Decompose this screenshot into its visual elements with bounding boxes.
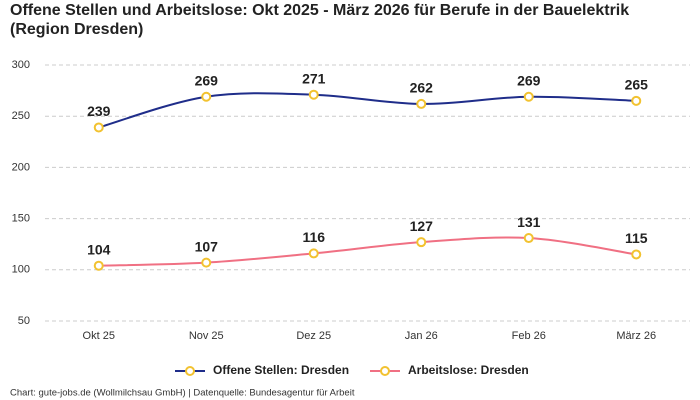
marker xyxy=(523,233,534,244)
value-label: 262 xyxy=(410,80,434,96)
marker xyxy=(201,257,212,268)
x-tick-label: März 26 xyxy=(616,330,656,342)
value-label: 265 xyxy=(625,77,649,93)
y-tick-label: 150 xyxy=(12,213,30,225)
marker xyxy=(308,248,319,259)
marker xyxy=(308,89,319,100)
y-tick-label: 50 xyxy=(18,315,30,327)
x-tick-label: Jan 26 xyxy=(405,330,438,342)
value-label: 116 xyxy=(302,229,325,245)
marker xyxy=(93,260,104,271)
source: Chart: gute-jobs.de (Wollmilchsau GmbH) … xyxy=(10,388,355,399)
x-tick-label: Okt 25 xyxy=(83,330,115,342)
x-tick-label: Nov 25 xyxy=(189,330,224,342)
chart-title: (Region Dresden) xyxy=(10,21,143,38)
marker xyxy=(416,237,427,248)
y-tick-label: 300 xyxy=(12,59,30,71)
chart-title: Offene Stellen und Arbeitslose: Okt 2025… xyxy=(10,2,629,19)
marker xyxy=(93,122,104,133)
marker xyxy=(523,91,534,102)
legend-label: Arbeitslose: Dresden xyxy=(408,363,529,377)
legend-marker xyxy=(185,366,195,376)
value-label: 239 xyxy=(87,103,111,119)
series-line xyxy=(98,92,637,129)
value-label: 115 xyxy=(625,230,648,246)
y-tick-label: 200 xyxy=(12,161,30,173)
marker xyxy=(201,91,212,102)
value-label: 107 xyxy=(195,238,219,254)
marker xyxy=(631,95,642,106)
marker xyxy=(631,249,642,260)
value-label: 131 xyxy=(517,214,541,230)
value-label: 269 xyxy=(195,72,219,88)
legend-marker xyxy=(380,366,390,376)
series-line xyxy=(98,236,637,267)
x-tick-label: Feb 26 xyxy=(512,330,546,342)
value-label: 269 xyxy=(517,72,541,88)
y-tick-label: 250 xyxy=(12,110,30,122)
legend-label: Offene Stellen: Dresden xyxy=(213,363,349,377)
value-label: 127 xyxy=(410,218,434,234)
value-label: 104 xyxy=(87,241,111,257)
y-tick-label: 100 xyxy=(12,264,30,276)
marker xyxy=(416,98,427,109)
value-label: 271 xyxy=(302,70,326,86)
x-tick-label: Dez 25 xyxy=(296,330,331,342)
